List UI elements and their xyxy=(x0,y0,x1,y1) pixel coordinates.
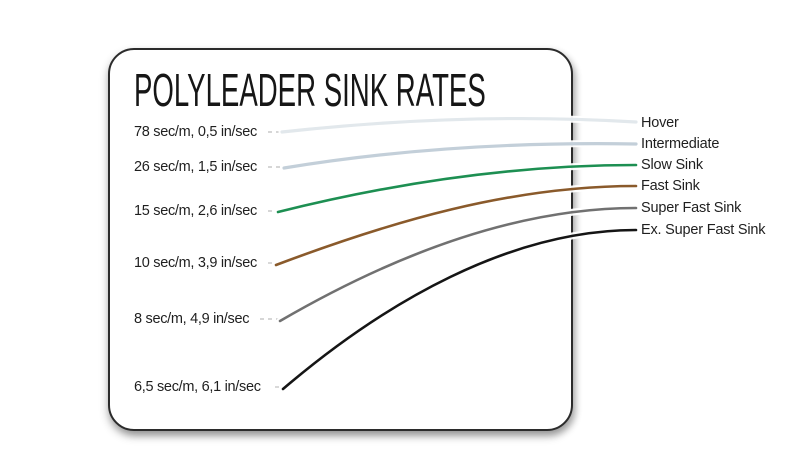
curve-ex-super-fast-sink xyxy=(281,228,638,391)
series-label-hover: Hover xyxy=(641,115,679,131)
curve-fast-sink xyxy=(274,184,638,267)
rate-label-super-fast-sink: 8 sec/m, 4,9 in/sec xyxy=(134,311,250,327)
curve-hover xyxy=(280,116,638,134)
rate-label-hover: 78 sec/m, 0,5 in/sec xyxy=(134,124,257,140)
series-label-fast-sink: Fast Sink xyxy=(641,178,700,194)
curve-super-fast-sink xyxy=(278,206,638,323)
series-label-intermediate: Intermediate xyxy=(641,136,720,152)
rate-label-slow-sink: 15 sec/m, 2,6 in/sec xyxy=(134,203,257,219)
series-label-super-fast-sink: Super Fast Sink xyxy=(641,200,742,216)
curve-intermediate xyxy=(282,142,638,170)
curve-slow-sink xyxy=(276,163,638,214)
rate-label-fast-sink: 10 sec/m, 3,9 in/sec xyxy=(134,255,257,271)
rate-label-intermediate: 26 sec/m, 1,5 in/sec xyxy=(134,159,257,175)
series-label-ex-super-fast-sink: Ex. Super Fast Sink xyxy=(641,222,766,238)
series-label-slow-sink: Slow Sink xyxy=(641,157,703,173)
rate-label-ex-super-fast-sink: 6,5 sec/m, 6,1 in/sec xyxy=(134,379,261,395)
chart-title: POLYLEADER SINK RATES xyxy=(134,64,486,116)
